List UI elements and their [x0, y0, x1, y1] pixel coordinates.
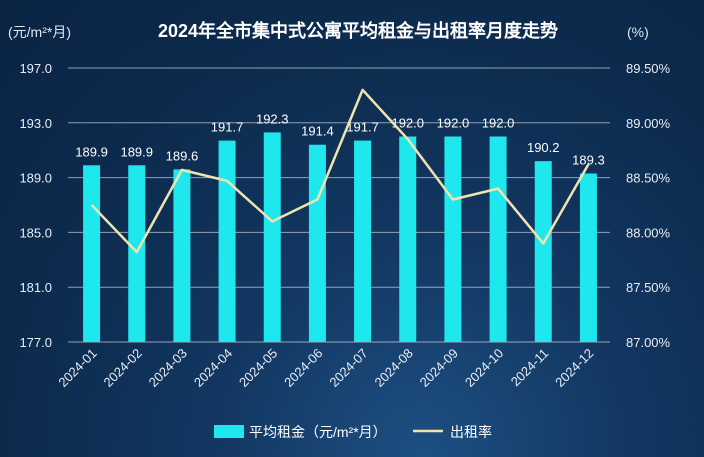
occupancy-line — [90, 88, 590, 254]
rent-bar — [489, 136, 507, 342]
x-tick-label: 2024-10 — [462, 346, 506, 390]
right-tick-label: 88.00% — [626, 225, 671, 240]
rent-bar-value-label: 192.0 — [482, 116, 515, 131]
x-tick-label: 2024-07 — [326, 346, 370, 390]
right-tick-label: 87.50% — [626, 280, 671, 295]
rent-bar — [83, 165, 101, 342]
legend-swatch-rent — [214, 425, 244, 438]
left-tick-label: 193.0 — [19, 116, 52, 131]
left-tick-label: 177.0 — [19, 335, 52, 350]
rent-bar-value-label: 189.9 — [120, 144, 153, 159]
rent-bar-value-label: 189.9 — [75, 144, 108, 159]
rent-bar — [128, 165, 146, 342]
left-axis-unit: (元/m²*月) — [8, 24, 71, 40]
legend-label-occupancy: 出租率 — [450, 424, 492, 440]
rent-bar-value-label: 192.0 — [391, 116, 424, 131]
right-tick-label: 87.00% — [626, 335, 671, 350]
x-tick-label: 2024-09 — [417, 346, 461, 390]
rent-bar-value-label: 191.7 — [211, 120, 244, 135]
rent-bar-value-label: 192.3 — [256, 111, 289, 126]
right-axis-unit: (%) — [627, 24, 649, 40]
x-tick-label: 2024-11 — [508, 346, 552, 390]
rent-bar — [399, 136, 417, 342]
left-tick-label: 197.0 — [19, 61, 52, 76]
x-tick-label: 2024-08 — [372, 346, 416, 390]
rent-bar — [534, 161, 552, 342]
x-tick-label: 2024-05 — [236, 346, 280, 390]
rent-bar — [579, 173, 597, 342]
rent-bar-value-label: 189.6 — [166, 148, 199, 163]
rent-bar-value-label: 189.3 — [572, 152, 605, 167]
right-tick-label: 89.50% — [626, 61, 671, 76]
x-tick-label: 2024-02 — [101, 346, 145, 390]
x-tick-label: 2024-12 — [552, 346, 596, 390]
rent-bar — [173, 169, 191, 342]
rent-bar-value-label: 191.4 — [301, 124, 334, 139]
rent-bar-value-label: 192.0 — [437, 116, 470, 131]
rent-bar-value-label: 191.7 — [346, 120, 379, 135]
right-axis-ticks: 89.50% 89.00% 88.50% 88.00% 87.50% 87.00% — [626, 61, 671, 350]
left-tick-label: 189.0 — [19, 171, 52, 186]
x-tick-label: 2024-01 — [55, 346, 99, 390]
legend: 平均租金（元/m²*月） 出租率 — [214, 424, 492, 440]
x-tick-label: 2024-04 — [191, 346, 235, 390]
left-axis-ticks: 197.0 193.0 189.0 185.0 181.0 177.0 — [19, 61, 52, 350]
legend-label-rent: 平均租金（元/m²*月） — [249, 424, 387, 440]
right-tick-label: 88.50% — [626, 171, 671, 186]
rent-bar — [263, 132, 281, 342]
rent-bar — [444, 136, 462, 342]
x-axis-ticks: 2024-01 2024-02 2024-03 2024-04 2024-05 2024-… — [55, 346, 596, 390]
chart-title: 2024年全市集中式公寓平均租金与出租率月度走势 — [158, 20, 558, 41]
left-tick-label: 181.0 — [19, 280, 52, 295]
rent-bar — [308, 144, 326, 342]
rent-bar-labels: 189.9 189.9 189.6 191.7 192.3 191.4 191.7 192.0… — [75, 111, 604, 167]
rent-bars — [83, 132, 597, 342]
occupancy-line-group — [90, 88, 590, 254]
grid-lines — [68, 67, 610, 343]
rent-bar — [354, 140, 372, 342]
left-tick-label: 185.0 — [19, 225, 52, 240]
rent-bar-value-label: 190.2 — [527, 140, 560, 155]
x-tick-label: 2024-03 — [146, 346, 190, 390]
rent-bar — [218, 140, 236, 342]
right-tick-label: 89.00% — [626, 116, 671, 131]
x-tick-label: 2024-06 — [281, 346, 325, 390]
